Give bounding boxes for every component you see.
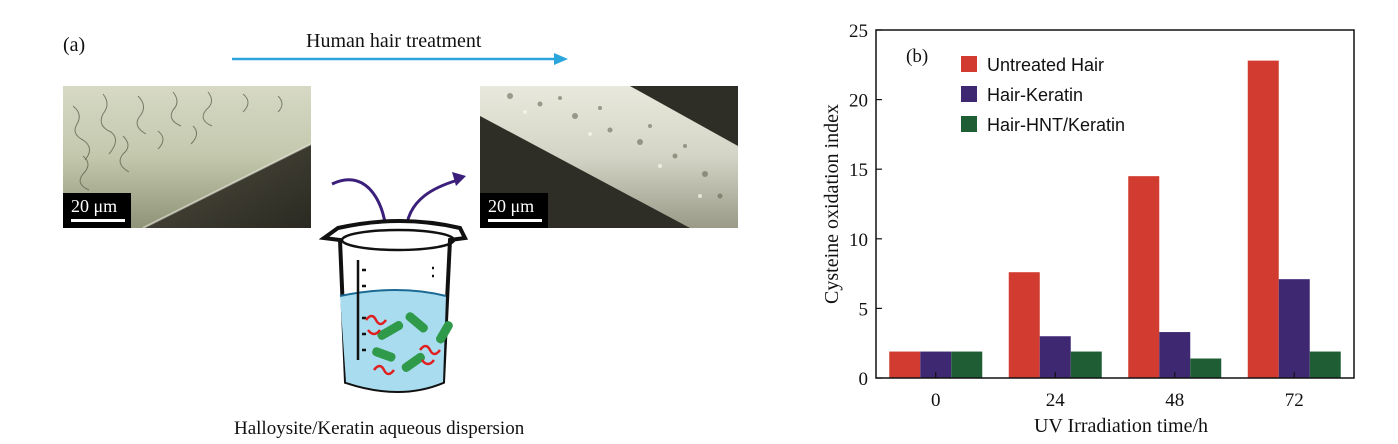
legend-label: Hair-Keratin (987, 85, 1083, 105)
legend-swatch (961, 116, 977, 132)
x-tick-label: 48 (1165, 390, 1184, 411)
bar-hair-hnt-keratin-72 (1309, 351, 1341, 378)
keratin-chains-icon (365, 314, 441, 376)
y-axis: 0 5 10 15 20 25 (849, 21, 882, 390)
beaker-illustration (318, 172, 469, 393)
legend-swatch (961, 86, 977, 102)
x-axis-title: UV Irradiation time/h (1034, 415, 1208, 437)
x-tick-label: 72 (1285, 390, 1304, 411)
treatment-arrow (232, 53, 568, 65)
y-axis-title: Cysteine oxidation index (821, 104, 843, 304)
scale-bar-before: 20 μm (63, 193, 131, 228)
y-tick-label: 10 (849, 230, 868, 251)
panel-b-label: (b) (906, 46, 928, 67)
bar-untreated-hair-24 (1008, 272, 1040, 378)
scale-bar-after: 20 μm (480, 193, 548, 228)
bar-hair-hnt-keratin-48 (1190, 358, 1222, 378)
legend-label: Hair-HNT/Keratin (987, 115, 1125, 135)
bar-hair-keratin-24 (1039, 336, 1071, 378)
bar-untreated-hair-72 (1247, 60, 1279, 379)
scale-bar-before-label: 20 μm (71, 196, 118, 216)
panel-a-label: (a) (63, 34, 86, 56)
hair-micrograph-before: 20 μm (63, 86, 311, 228)
y-tick-label: 20 (849, 91, 868, 112)
hair-micrograph-after: 20 μm (480, 86, 738, 228)
plot-frame (875, 29, 1355, 379)
x-axis: 0 24 48 72 (931, 372, 1304, 411)
treatment-label: Human hair treatment (306, 30, 482, 52)
bar-untreated-hair-0 (889, 351, 921, 378)
bar-hair-hnt-keratin-24 (1070, 351, 1102, 378)
bars-group (889, 60, 1341, 379)
dispersion-caption: Halloysite/Keratin aqueous dispersion (234, 418, 525, 439)
legend-swatch (961, 56, 977, 72)
y-tick-label: 0 (859, 369, 869, 390)
bar-hair-keratin-72 (1278, 279, 1310, 378)
legend-label: Untreated Hair (987, 55, 1104, 75)
bar-hair-keratin-48 (1159, 332, 1191, 378)
bar-untreated-hair-48 (1128, 176, 1160, 378)
y-tick-label: 15 (849, 160, 868, 181)
x-tick-label: 24 (1046, 390, 1066, 411)
x-tick-label: 0 (931, 390, 941, 411)
bar-hair-hnt-keratin-0 (951, 351, 983, 378)
y-tick-label: 5 (859, 299, 869, 320)
scale-bar-after-label: 20 μm (488, 196, 535, 216)
legend: Untreated Hair Hair-Keratin Hair-HNT/Kerat… (961, 55, 1125, 135)
nanotube-particles-icon (372, 312, 453, 372)
y-tick-label: 25 (849, 21, 868, 42)
